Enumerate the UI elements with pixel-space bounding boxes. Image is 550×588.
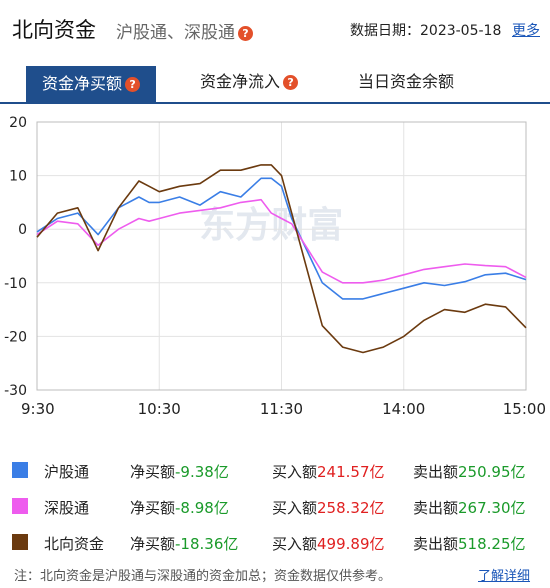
legend-sell-label: 卖出额	[413, 463, 459, 481]
legend-buy: 买入额241.57亿	[272, 461, 385, 482]
legend-buy: 买入额258.32亿	[272, 497, 385, 518]
legend-sell-value: 518.25亿	[458, 535, 526, 553]
legend-net-label: 净买额	[130, 499, 176, 517]
y-tick-label: 20	[9, 115, 27, 131]
x-tick-label: 11:30	[260, 400, 303, 418]
legend-sell-value: 250.95亿	[458, 463, 526, 481]
x-tick-label: 14:00	[382, 400, 425, 418]
plot-frame	[36, 121, 527, 391]
legend-buy-label: 买入额	[272, 463, 318, 481]
legend-name: 深股通	[44, 499, 90, 517]
legend-net: 净买额-9.38亿	[130, 461, 229, 482]
legend-sell: 卖出额267.30亿	[413, 497, 526, 518]
tab-net-buy-label: 资金净买额	[42, 74, 123, 93]
tab-net-buy[interactable]: 资金净买额?	[26, 66, 157, 102]
legend-swatch	[12, 498, 28, 514]
y-tick-label: 0	[18, 222, 27, 238]
legend-buy-value: 241.57亿	[317, 463, 385, 481]
legend-sell: 卖出额250.95亿	[413, 461, 526, 482]
legend-net-value: -8.98亿	[175, 499, 229, 517]
watermark: 东方财富	[199, 204, 343, 246]
y-tick-label: -10	[4, 276, 27, 292]
legend-net-label: 净买额	[130, 463, 176, 481]
page-subtitle: 沪股通、深股通?	[116, 18, 253, 43]
legend-sell-value: 267.30亿	[458, 499, 526, 517]
legend-sell: 卖出额518.25亿	[413, 533, 526, 554]
chart: 东方财富 20 10 0 -10 -20 -30 9:30 10:30 11:30 14:00 15:…	[0, 110, 550, 430]
legend-swatch	[12, 534, 28, 550]
tab-net-inflow-label: 资金净流入	[200, 72, 281, 91]
y-tick-label: 10	[9, 169, 27, 185]
legend-sell-label: 卖出额	[413, 499, 459, 517]
legend-net: 净买额-18.36亿	[130, 533, 238, 554]
page-title: 北向资金	[12, 18, 96, 42]
tab-daily-balance-label: 当日资金余额	[358, 72, 455, 91]
tab-net-inflow[interactable]: 资金净流入?	[200, 64, 299, 100]
legend-sell-label: 卖出额	[413, 535, 459, 553]
series-line-深股通	[36, 198, 527, 284]
legend-net: 净买额-8.98亿	[130, 497, 229, 518]
legend-net-value: -9.38亿	[175, 463, 229, 481]
subtitle-text: 沪股通、深股通	[116, 23, 235, 43]
tab-daily-balance[interactable]: 当日资金余额	[358, 64, 454, 100]
legend-buy: 买入额499.89亿	[272, 533, 385, 554]
y-tick-label: -30	[4, 383, 27, 399]
legend-buy-value: 499.89亿	[317, 535, 385, 553]
help-icon[interactable]: ?	[283, 75, 299, 90]
legend-row: 深股通 净买额-8.98亿 买入额258.32亿 卖出额267.30亿	[0, 488, 550, 524]
series-line-沪股通	[36, 177, 527, 300]
legend-row: 沪股通 净买额-9.38亿 买入额241.57亿 卖出额250.95亿	[0, 452, 550, 488]
series-line-北向资金	[36, 164, 527, 354]
legend-name: 沪股通	[44, 463, 90, 481]
data-date: 数据日期：2023-05-18	[350, 23, 502, 39]
help-icon[interactable]: ?	[125, 77, 141, 92]
learn-more-link[interactable]: 了解详细	[478, 569, 531, 584]
y-tick-label: -20	[4, 329, 27, 345]
tab-bar: 资金净买额? 资金净流入? 当日资金余额	[0, 56, 550, 104]
x-tick-label: 9:30	[21, 400, 55, 418]
legend-name: 北向资金	[44, 535, 105, 553]
header: 北向资金 沪股通、深股通? 数据日期：2023-05-18 更多	[0, 0, 550, 56]
legend-buy-label: 买入额	[272, 499, 318, 517]
more-link[interactable]: 更多	[512, 23, 540, 39]
help-icon[interactable]: ?	[238, 26, 253, 41]
legend-row: 北向资金 净买额-18.36亿 买入额499.89亿 卖出额518.25亿	[0, 524, 550, 560]
legend-net-value: -18.36亿	[175, 535, 239, 553]
x-tick-label: 15:00	[503, 400, 546, 418]
legend-swatch	[12, 462, 28, 478]
chart-svg: 东方财富 20 10 0 -10 -20 -309:30 10:30 11:30 14:00 15:…	[4, 115, 546, 418]
x-tick-label: 10:30	[138, 400, 181, 418]
legend-buy-value: 258.32亿	[317, 499, 385, 517]
legend-buy-label: 买入额	[272, 535, 318, 553]
footnote: 注：北向资金是沪股通与深股通的资金加总；资金数据仅供参考。	[14, 569, 392, 584]
legend-net-label: 净买额	[130, 535, 176, 553]
